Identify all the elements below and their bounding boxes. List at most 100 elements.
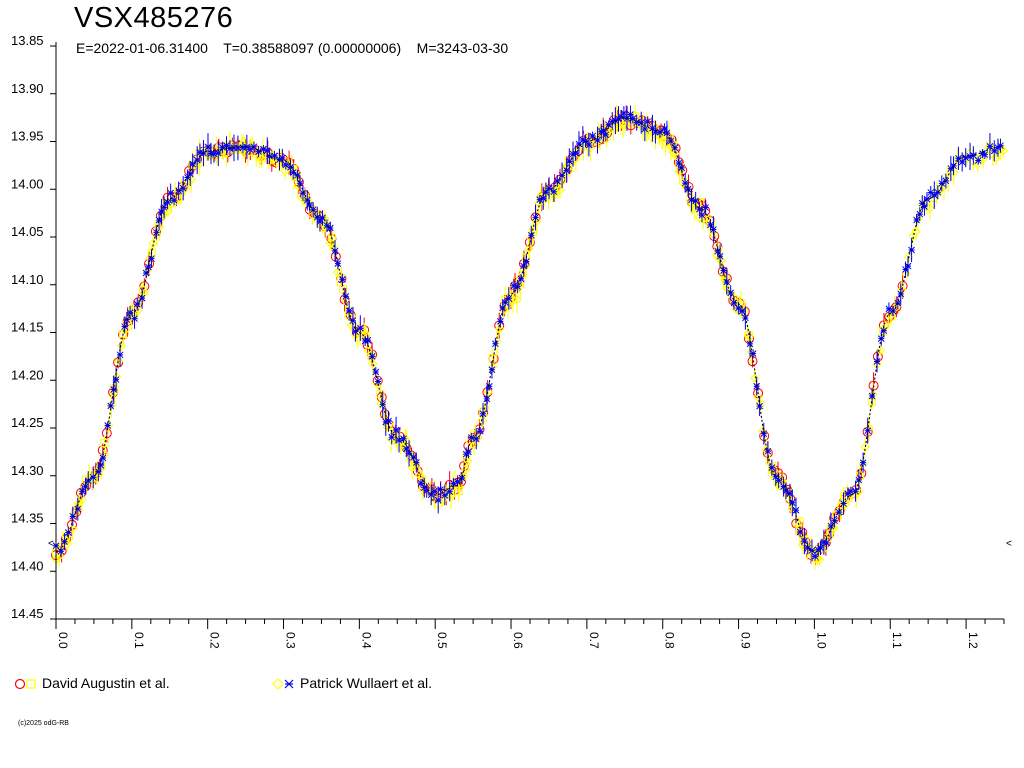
x-tick-label: 1.0 bbox=[814, 632, 828, 649]
data-point bbox=[656, 128, 664, 136]
data-point bbox=[647, 133, 657, 143]
data-point bbox=[116, 341, 127, 351]
data-point bbox=[372, 379, 382, 389]
data-point bbox=[170, 196, 178, 204]
data-point bbox=[678, 164, 686, 172]
data-point bbox=[901, 269, 911, 279]
data-point bbox=[550, 188, 558, 196]
data-point bbox=[437, 486, 444, 493]
y-tick-label: 14.10 bbox=[11, 272, 44, 287]
data-point bbox=[297, 193, 307, 203]
data-point bbox=[465, 448, 472, 456]
data-point bbox=[343, 311, 354, 321]
model-curve bbox=[55, 117, 1003, 553]
data-point bbox=[743, 329, 753, 340]
x-tick-label: 0.2 bbox=[208, 632, 222, 649]
data-point bbox=[734, 304, 742, 312]
data-point bbox=[750, 373, 760, 383]
data-point bbox=[296, 179, 304, 187]
data-point bbox=[589, 132, 597, 140]
data-point bbox=[356, 324, 364, 332]
data-point bbox=[279, 154, 286, 162]
legend-diamond-marker bbox=[272, 678, 284, 690]
data-point bbox=[524, 237, 535, 248]
data-point bbox=[720, 267, 727, 274]
data-point bbox=[78, 488, 86, 495]
series-3-points bbox=[52, 105, 1004, 562]
data-point bbox=[641, 125, 649, 133]
data-point bbox=[138, 286, 147, 295]
data-point bbox=[756, 402, 763, 410]
axes: 13.85 13.90 13.95 14.00 14.05 14.10 14.15 14.20… bbox=[11, 33, 1012, 649]
data-point bbox=[663, 129, 671, 137]
data-point bbox=[271, 152, 278, 160]
legend-circle-marker bbox=[14, 678, 26, 690]
data-point bbox=[221, 148, 232, 159]
y-tick-label: 14.05 bbox=[11, 224, 44, 239]
data-point bbox=[528, 225, 539, 236]
data-point bbox=[913, 214, 923, 224]
data-point bbox=[345, 307, 353, 315]
data-point bbox=[57, 547, 65, 555]
legend-cross-marker bbox=[284, 679, 294, 689]
data-point bbox=[485, 382, 493, 390]
series-0-points bbox=[51, 105, 908, 566]
data-point bbox=[602, 131, 610, 139]
data-point bbox=[913, 216, 920, 224]
data-point bbox=[696, 205, 703, 213]
data-point bbox=[868, 392, 876, 400]
data-point bbox=[904, 262, 912, 270]
data-point bbox=[677, 165, 688, 176]
y-tick-label: 14.25 bbox=[11, 415, 44, 430]
data-point bbox=[477, 415, 487, 425]
y-tick-label: 13.95 bbox=[11, 129, 44, 144]
model-curve-line bbox=[55, 117, 1003, 553]
data-point bbox=[363, 346, 374, 356]
data-point bbox=[99, 449, 110, 460]
legend-label-augustin: David Augustin et al. bbox=[42, 675, 170, 691]
data-point bbox=[897, 280, 908, 291]
data-point bbox=[875, 345, 886, 355]
data-point bbox=[306, 201, 313, 209]
copyright-note: (c)2025 odG-RB bbox=[18, 720, 69, 727]
data-point bbox=[897, 290, 905, 298]
data-point bbox=[77, 494, 87, 504]
data-point bbox=[402, 437, 412, 447]
data-point bbox=[670, 149, 681, 160]
data-point bbox=[637, 119, 645, 127]
data-point bbox=[376, 389, 385, 398]
data-point bbox=[341, 296, 351, 307]
data-point bbox=[772, 473, 780, 481]
data-point bbox=[179, 184, 187, 192]
data-point bbox=[852, 487, 859, 495]
data-point bbox=[395, 436, 403, 444]
data-point bbox=[620, 120, 630, 131]
legend-square-marker bbox=[26, 679, 36, 689]
x-tick-label: 1.1 bbox=[890, 632, 904, 649]
data-point bbox=[585, 141, 593, 149]
data-point bbox=[116, 351, 124, 359]
data-point bbox=[359, 328, 370, 338]
data-point bbox=[114, 356, 124, 366]
data-point bbox=[873, 358, 881, 365]
data-point bbox=[835, 508, 843, 516]
x-tick-label: 0.1 bbox=[132, 632, 146, 649]
data-point bbox=[414, 470, 425, 480]
x-tick-label: 1.2 bbox=[966, 632, 980, 649]
legend: David Augustin et al. Patrick Wullaert e… bbox=[14, 674, 614, 694]
x-tick-label: 0.0 bbox=[56, 632, 70, 649]
legend-marker-augustin bbox=[14, 678, 36, 690]
data-point bbox=[749, 350, 757, 358]
data-point bbox=[495, 324, 505, 334]
data-point bbox=[246, 146, 254, 153]
data-point bbox=[542, 188, 550, 196]
x-tick-label: 0.6 bbox=[511, 632, 525, 649]
data-point bbox=[702, 204, 710, 211]
data-point bbox=[553, 177, 561, 185]
data-point bbox=[454, 482, 465, 492]
data-point bbox=[372, 368, 380, 376]
data-point bbox=[798, 540, 808, 550]
data-point bbox=[382, 422, 392, 433]
y-tick-label: 13.90 bbox=[11, 81, 44, 96]
